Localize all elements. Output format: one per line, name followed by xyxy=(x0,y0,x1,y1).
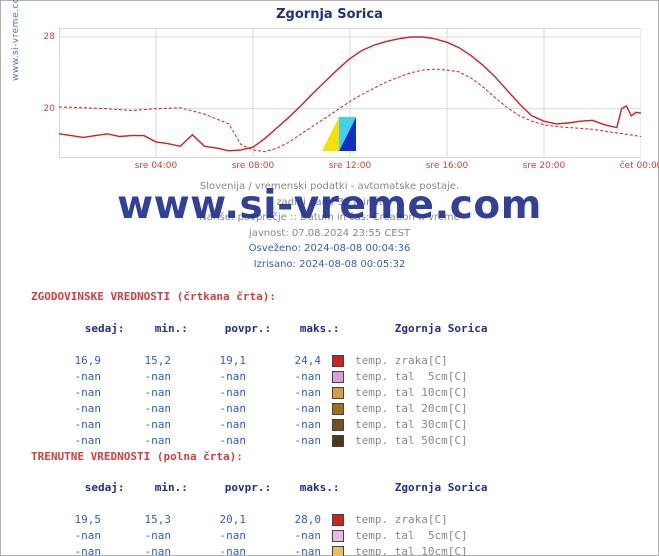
cell-povpr: -nan xyxy=(171,369,246,385)
table-row: -nan-nan-nan-nantemp. tal 10cm[C] xyxy=(31,385,487,401)
historic-header-row: sedaj:min.:povpr.:maks.: Zgornja Sorica xyxy=(31,305,487,353)
cell-min: -nan xyxy=(101,385,171,401)
cell-desc: temp. zraka[C] xyxy=(355,353,448,369)
legend-swatch xyxy=(321,544,355,556)
meta-line: zadnji dan / 30 minut xyxy=(1,195,658,211)
cell-min: -nan xyxy=(101,369,171,385)
hdr-place: Zgornja Sorica xyxy=(395,480,488,496)
legend-swatch xyxy=(321,433,355,449)
current-title: TRENUTNE VREDNOSTI (polna črta): xyxy=(31,449,487,465)
cell-povpr: -nan xyxy=(171,417,246,433)
table-row: -nan-nan-nan-nantemp. tal 10cm[C] xyxy=(31,544,487,556)
table-row: 16,915,219,124,4 temp. zraka[C] xyxy=(31,353,487,369)
cell-min: -nan xyxy=(101,401,171,417)
historic-title: ZGODOVINSKE VREDNOSTI (črtkana črta): xyxy=(31,289,487,305)
cell-sedaj: -nan xyxy=(31,433,101,449)
table-row: -nan-nan-nan-nantemp. tal 30cm[C] xyxy=(31,417,487,433)
cell-maks: -nan xyxy=(246,369,321,385)
x-tick-label: sre 04:00 xyxy=(135,161,178,171)
cell-povpr: -nan xyxy=(171,528,246,544)
cell-sedaj: -nan xyxy=(31,369,101,385)
cell-sedaj: 16,9 xyxy=(31,353,101,369)
cell-povpr: -nan xyxy=(171,385,246,401)
cell-desc: temp. tal 5cm[C] xyxy=(355,369,468,385)
cell-desc: temp. tal 20cm[C] xyxy=(355,401,468,417)
cell-min: -nan xyxy=(101,417,171,433)
hdr-povpr: povpr.: xyxy=(211,480,286,496)
cell-maks: 24,4 xyxy=(246,353,321,369)
cell-desc: temp. zraka[C] xyxy=(355,512,448,528)
hdr-povpr: povpr.: xyxy=(211,321,286,337)
cell-min: 15,2 xyxy=(101,353,171,369)
table-row: -nan-nan-nan-nantemp. tal 20cm[C] xyxy=(31,401,487,417)
cell-maks: -nan xyxy=(246,528,321,544)
table-row: -nan-nan-nan-nantemp. tal 5cm[C] xyxy=(31,528,487,544)
cell-desc: temp. tal 10cm[C] xyxy=(355,385,468,401)
y-tick-label: 20 xyxy=(39,104,55,114)
meta-line: Osveženo: 2024-08-08 00:04:36 xyxy=(1,241,658,257)
legend-swatch xyxy=(321,401,355,417)
cell-min: -nan xyxy=(101,544,171,556)
hdr-min: min.: xyxy=(141,480,211,496)
cell-desc: temp. tal 5cm[C] xyxy=(355,528,468,544)
data-tables: ZGODOVINSKE VREDNOSTI (črtkana črta): se… xyxy=(31,289,487,556)
legend-swatch xyxy=(321,353,355,369)
legend-swatch xyxy=(321,417,355,433)
cell-povpr: -nan xyxy=(171,544,246,556)
legend-swatch xyxy=(321,385,355,401)
hdr-maks: maks.: xyxy=(286,321,361,337)
cell-sedaj: -nan xyxy=(31,417,101,433)
meta-line: Nariše: povprečje :: Datum in čas: Creat… xyxy=(1,210,658,226)
cell-sedaj: -nan xyxy=(31,401,101,417)
cell-min: 15,3 xyxy=(101,512,171,528)
hdr-maks: maks.: xyxy=(286,480,361,496)
cell-desc: temp. tal 10cm[C] xyxy=(355,544,468,556)
cell-maks: -nan xyxy=(246,401,321,417)
meta-line: Slovenija / vremenski podatki - avtomats… xyxy=(1,179,658,195)
cell-min: -nan xyxy=(101,433,171,449)
table-row: -nan-nan-nan-nantemp. tal 5cm[C] xyxy=(31,369,487,385)
cell-desc: temp. tal 30cm[C] xyxy=(355,417,468,433)
table-row: 19,515,320,128,0 temp. zraka[C] xyxy=(31,512,487,528)
meta-line: Izrisano: 2024-08-08 00:05:32 xyxy=(1,257,658,273)
cell-maks: -nan xyxy=(246,544,321,556)
x-tick-label: sre 08:00 xyxy=(232,161,275,171)
x-tick-label: sre 12:00 xyxy=(329,161,372,171)
cell-maks: -nan xyxy=(246,433,321,449)
table-row: -nan-nan-nan-nantemp. tal 50cm[C] xyxy=(31,433,487,449)
hdr-min: min.: xyxy=(141,321,211,337)
cell-desc: temp. tal 50cm[C] xyxy=(355,433,468,449)
cell-sedaj: -nan xyxy=(31,544,101,556)
current-header-row: sedaj:min.:povpr.:maks.: Zgornja Sorica xyxy=(31,465,487,513)
x-tick-label: čet 00:00 xyxy=(620,161,659,171)
legend-swatch xyxy=(321,512,355,528)
x-tick-label: sre 20:00 xyxy=(523,161,566,171)
meta-line: javnost: 07.08.2024 23:55 CEST xyxy=(1,226,658,242)
cell-sedaj: -nan xyxy=(31,385,101,401)
hdr-sedaj: sedaj: xyxy=(71,480,141,496)
cell-maks: -nan xyxy=(246,417,321,433)
cell-povpr: -nan xyxy=(171,401,246,417)
meta-text: Slovenija / vremenski podatki - avtomats… xyxy=(1,179,658,272)
cell-povpr: 20,1 xyxy=(171,512,246,528)
hdr-sedaj: sedaj: xyxy=(71,321,141,337)
x-axis-ticks: sre 04:00 sre 08:00 sre 12:00 sre 16:00 sre … xyxy=(59,161,641,175)
y-tick-label: 28 xyxy=(39,32,55,42)
chart-title: Zgornja Sorica xyxy=(1,7,658,22)
chart-frame: www.si-vreme.com Zgornja Sorica 2028 sre… xyxy=(0,0,659,556)
cell-maks: 28,0 xyxy=(246,512,321,528)
legend-swatch xyxy=(321,528,355,544)
cell-povpr: 19,1 xyxy=(171,353,246,369)
cell-povpr: -nan xyxy=(171,433,246,449)
x-tick-label: sre 16:00 xyxy=(426,161,469,171)
chart-plot-area xyxy=(59,28,641,158)
cell-min: -nan xyxy=(101,528,171,544)
hdr-place: Zgornja Sorica xyxy=(395,321,488,337)
cell-sedaj: -nan xyxy=(31,528,101,544)
cell-maks: -nan xyxy=(246,385,321,401)
legend-swatch xyxy=(321,369,355,385)
cell-sedaj: 19,5 xyxy=(31,512,101,528)
